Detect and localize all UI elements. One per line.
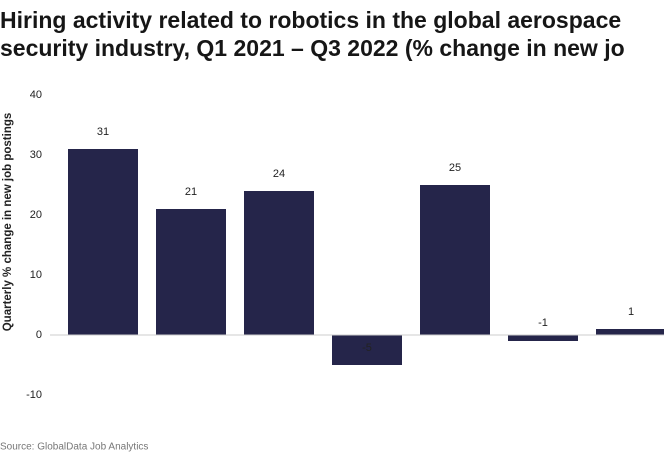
bar [596, 329, 664, 335]
bar [244, 191, 314, 335]
chart-title: security industry, Q1 2021 – Q3 2022 (% … [0, 35, 625, 61]
y-tick-label: 10 [30, 269, 42, 281]
chart-title: Hiring activity related to robotics in t… [0, 7, 621, 33]
bar [68, 149, 138, 335]
data-label: 25 [449, 162, 461, 174]
data-label: 31 [97, 126, 109, 138]
y-tick-label: 30 [30, 149, 42, 161]
bar [156, 209, 226, 335]
source-note: Source: GlobalData Job Analytics [0, 442, 148, 453]
bar [332, 335, 402, 365]
data-label: 24 [273, 168, 285, 180]
y-tick-label: -10 [26, 389, 42, 401]
bar [508, 335, 578, 341]
y-tick-label: 40 [30, 89, 42, 101]
data-label: -5 [362, 342, 372, 354]
y-axis-title: Quarterly % change in new job postings [2, 113, 14, 332]
data-label: -1 [538, 317, 548, 329]
bar [420, 185, 490, 335]
data-label: 21 [185, 186, 197, 198]
y-tick-label: 20 [30, 209, 42, 221]
y-tick-label: 0 [36, 329, 42, 341]
data-label: 1 [628, 306, 634, 318]
